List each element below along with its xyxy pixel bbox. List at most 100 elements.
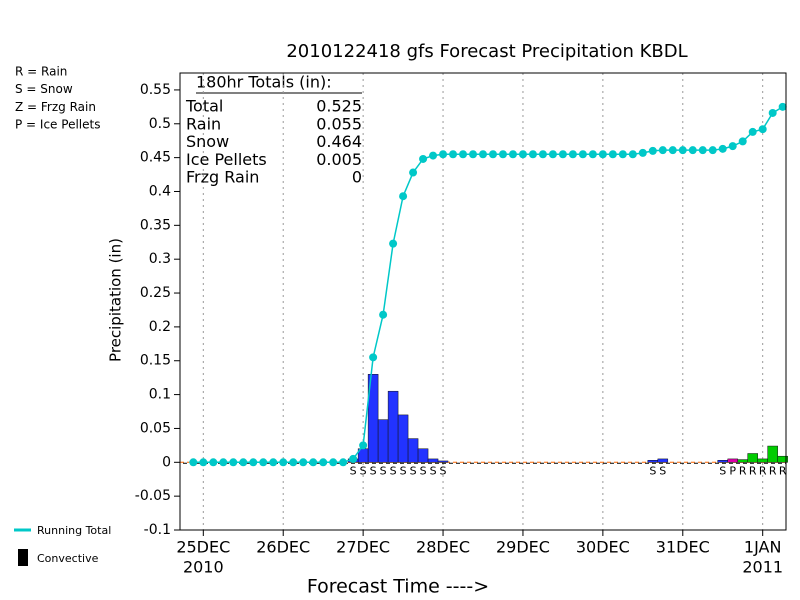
running-total-point [229, 458, 238, 467]
running-total-point [528, 150, 537, 159]
totals-value: 0 [352, 168, 362, 187]
x-tick-label: 30DEC [576, 538, 630, 557]
running-total-point [568, 150, 577, 159]
y-tick-label: -0.05 [135, 488, 171, 504]
y-tick-label: -0.1 [144, 522, 171, 538]
running-total-point [309, 458, 318, 467]
totals-value: 0.464 [316, 132, 362, 151]
precip-bar [397, 414, 409, 463]
precip-type-letter: S [390, 464, 397, 477]
running-total-point [708, 146, 717, 155]
precip-type-letter: S [380, 464, 387, 477]
x-tick-label: 26DEC [256, 538, 310, 557]
running-total-point [678, 146, 687, 155]
totals-value: 0.525 [316, 97, 362, 116]
precip-legend-item: S = Snow [15, 82, 73, 96]
plot-frame [179, 72, 787, 531]
precip-type-letter: S [360, 464, 367, 477]
running-total-point [259, 458, 268, 467]
precip-bar [767, 445, 778, 463]
running-total-point [688, 146, 697, 155]
x-tick-label: 27DEC [336, 538, 390, 557]
precip-bar [437, 460, 449, 463]
precip-bar [647, 460, 659, 463]
running-total-point [508, 150, 517, 159]
precip-type-letter: R [779, 464, 787, 477]
running-total-point [349, 454, 358, 463]
y-tick-label: 0.25 [140, 285, 171, 301]
running-total-point [558, 150, 567, 159]
precip-type-letter: S [410, 464, 417, 477]
running-total-point [319, 458, 328, 467]
running-total-point [359, 441, 368, 450]
precip-bar [417, 448, 429, 463]
running-total-point [758, 125, 767, 134]
running-total-point [608, 150, 617, 159]
precip-type-letter: S [659, 464, 666, 477]
precip-type-letter: R [769, 464, 777, 477]
precip-bar [367, 374, 379, 463]
running-total-point [538, 150, 547, 159]
running-total-point [399, 192, 408, 201]
x-tick-label: 28DEC [416, 538, 470, 557]
precip-bar [757, 458, 768, 463]
running-total-point [658, 146, 667, 155]
precip-type-letter: S [440, 464, 447, 477]
y-tick-label: 0.3 [149, 251, 171, 267]
running-total-point [199, 458, 208, 467]
running-total-point [219, 458, 228, 467]
precip-bar [717, 460, 728, 463]
y-tick-label: 0.2 [149, 319, 171, 335]
precip-type-letter: P [729, 464, 736, 477]
precip-legend-item: Z = Frzg Rain [15, 100, 96, 114]
running-total-point [648, 146, 657, 155]
running-total-point [738, 137, 747, 146]
running-total-point [728, 142, 737, 151]
running-total-point [189, 458, 198, 467]
y-tick-label: 0.55 [140, 82, 171, 98]
running-total-point [469, 150, 478, 159]
running-total-point [449, 150, 458, 159]
totals-label: Snow [186, 132, 229, 151]
precip-bar [377, 419, 389, 463]
y-tick-label: 0.05 [140, 420, 171, 436]
running-total-point [279, 458, 288, 467]
running-total-point [419, 154, 428, 163]
running-total-point [668, 146, 677, 155]
precip-bar [657, 458, 669, 463]
running-total-point [598, 150, 607, 159]
precip-bar [387, 390, 399, 463]
totals-title: 180hr Totals (in): [196, 73, 332, 92]
running-total-point [698, 146, 707, 155]
x-tick-label: 25DEC [176, 538, 230, 557]
legend-convective: Convective [37, 552, 99, 565]
running-total-point [409, 168, 418, 177]
running-total-point [439, 150, 448, 159]
precip-bar [427, 458, 439, 463]
precip-type-letter: R [759, 464, 767, 477]
precip-type-letter: S [420, 464, 427, 477]
x-year-label: 2011 [742, 558, 783, 577]
precip-bar [737, 459, 748, 463]
precip-type-letter: S [649, 464, 656, 477]
running-total-point [618, 150, 627, 159]
precip-type-letter: R [749, 464, 757, 477]
x-tick-label: 29DEC [496, 538, 550, 557]
totals-value: 0.055 [316, 114, 362, 133]
legend-convective-swatch [18, 549, 28, 566]
totals-label: Frzg Rain [186, 168, 259, 187]
running-total-point [548, 150, 557, 159]
y-tick-label: 0.15 [140, 353, 171, 369]
running-total-point [588, 150, 597, 159]
running-total-point [479, 150, 487, 159]
running-total-point [209, 458, 218, 467]
precip-type-letter: S [350, 464, 357, 477]
chart-title: 2010122418 gfs Forecast Precipitation KB… [286, 41, 687, 62]
running-total-point [249, 458, 258, 467]
x-tick-label: 31DEC [656, 538, 710, 557]
y-axis-label: Precipitation (in) [107, 238, 125, 362]
running-total-point [389, 239, 398, 248]
precip-type-letter: S [719, 464, 726, 477]
running-total-point [329, 458, 338, 467]
